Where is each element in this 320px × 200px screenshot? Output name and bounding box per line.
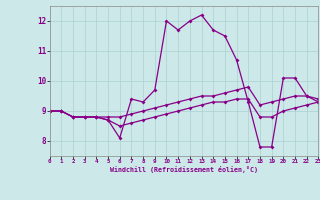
X-axis label: Windchill (Refroidissement éolien,°C): Windchill (Refroidissement éolien,°C) [110,166,258,173]
